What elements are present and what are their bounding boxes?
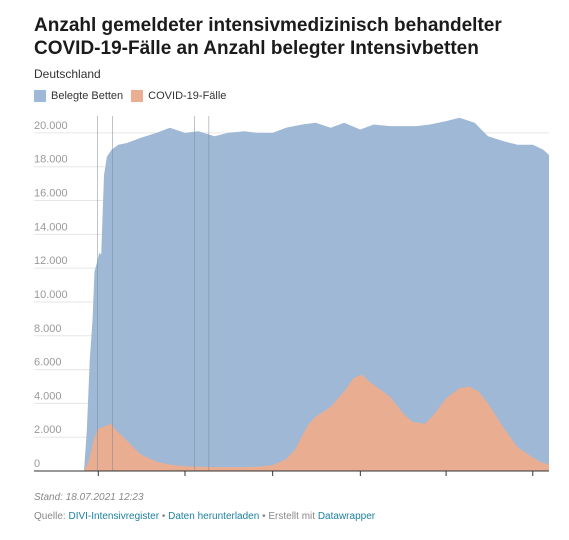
marker-layer: [96, 116, 210, 471]
legend-swatch-covid-faelle: [131, 90, 144, 102]
legend-item-covid-faelle: COVID-19-Fälle: [131, 90, 226, 102]
series-area-covid-faelle: [84, 374, 549, 471]
datawrapper-link[interactable]: Datawrapper: [317, 511, 376, 522]
y-tick-label: 18.000: [34, 154, 68, 166]
source-prefix: Quelle:: [34, 511, 69, 522]
area-chart: 0 2.000 4.000 6.000 8.000 10.000 12.000 14.000 1…: [34, 116, 549, 476]
source-line: Quelle: DIVI-Intensivregister • Daten he…: [34, 511, 375, 522]
y-tick-label: 2.000: [34, 424, 62, 436]
y-tick-label: 12.000: [34, 255, 68, 267]
chart-subtitle: Deutschland: [34, 67, 101, 81]
source-separator: •: [159, 511, 169, 522]
y-tick-label: 16.000: [34, 188, 68, 200]
y-tick-label: 10.000: [34, 289, 68, 301]
series-area-belegte-betten: [84, 117, 549, 471]
legend-item-belegte-betten: Belegte Betten: [34, 90, 123, 102]
y-tick-label: 14.000: [34, 221, 68, 233]
legend-label-covid-faelle: COVID-19-Fälle: [148, 90, 227, 102]
y-tick-label: 0: [34, 458, 40, 470]
legend-label-belegte-betten: Belegte Betten: [51, 90, 124, 102]
download-data-link[interactable]: Daten herunterladen: [168, 511, 260, 522]
y-tick-label: 4.000: [34, 390, 62, 402]
axis-layer: 0 2.000 4.000 6.000 8.000 10.000 12.000 14.000 1…: [34, 120, 549, 476]
chart-title: Anzahl gemeldeter intensivmedizinisch be…: [34, 15, 502, 59]
chart-legend: Belegte Betten COVID-19-Fälle: [34, 90, 234, 102]
created-with-text: • Erstellt mit: [259, 511, 318, 522]
y-tick-label: 6.000: [34, 357, 62, 369]
y-tick-label: 8.000: [34, 323, 62, 335]
stand-timestamp: Stand: 18.07.2021 12:23: [34, 492, 144, 503]
area-layer: [84, 117, 549, 471]
legend-swatch-belegte-betten: [34, 90, 46, 102]
divi-source-link[interactable]: DIVI-Intensivregister: [68, 511, 160, 522]
y-tick-label: 20.000: [34, 120, 68, 132]
